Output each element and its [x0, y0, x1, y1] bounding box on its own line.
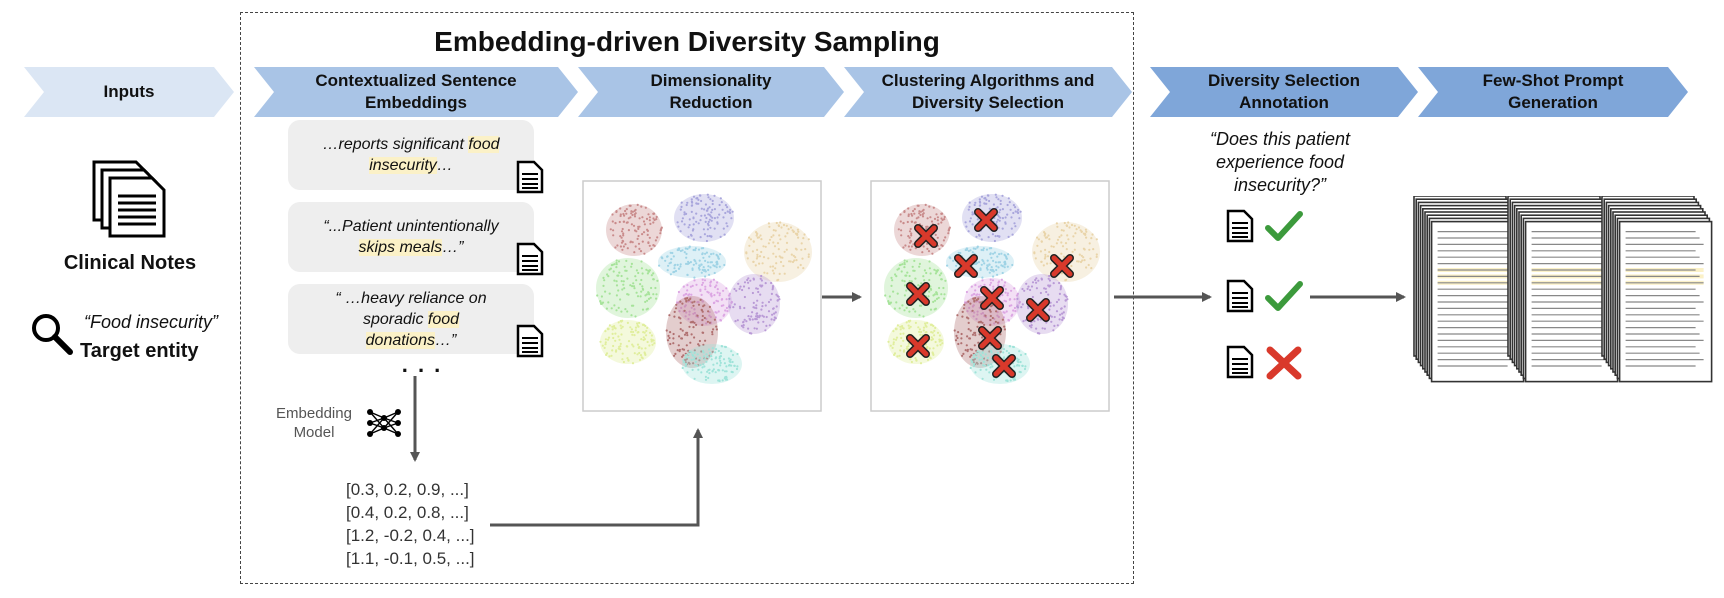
cross-icon: [954, 254, 978, 278]
cluster-3: [1032, 221, 1100, 282]
embedding-model-label: Embedding Model: [276, 405, 352, 441]
cross-icon: [992, 354, 1016, 378]
document-stack-1: [1413, 196, 1525, 383]
cross-icon: [914, 224, 938, 248]
cross-icon: [1026, 298, 1050, 322]
annotation-question: “Does this patient experience food insec…: [1209, 129, 1351, 195]
chevron-inputs: [24, 67, 234, 117]
cross-icon: [906, 334, 930, 358]
clinical-notes-label: Clinical Notes: [63, 252, 197, 274]
vector-3: [1.2, -0.2, 0.4, ...]: [346, 526, 475, 545]
cross-icon: [1266, 346, 1302, 380]
chevron-clustering: [844, 67, 1132, 117]
stage-clustering-label: Clustering Algorithms and Diversity Sele…: [881, 71, 1095, 112]
document-icon: [516, 242, 544, 276]
vector-2: [0.4, 0.2, 0.8, ...]: [346, 503, 469, 522]
check-icon: [1265, 211, 1303, 241]
snippet-highlight: skips meals: [358, 239, 443, 256]
check-icon: [1265, 281, 1303, 311]
stage-annotation-label: Diversity Selection Annotation: [1207, 71, 1361, 112]
vector-1: [0.3, 0.2, 0.9, ...]: [346, 480, 469, 499]
vector-4: [1.1, -0.1, 0.5, ...]: [346, 549, 475, 568]
chevron-annotation: [1150, 67, 1418, 117]
search-icon: [32, 314, 73, 355]
cluster-6: [676, 278, 733, 326]
cross-icon: [978, 326, 1002, 350]
cluster-4: [658, 245, 726, 279]
cluster-2: [674, 193, 734, 243]
snippet-card-3: “ …heavy reliance on sporadic food donat…: [288, 284, 534, 354]
stage-inputs-label: Inputs: [103, 82, 155, 101]
document-stack-2: [1507, 196, 1619, 383]
stage-embeddings-label: Contextualized Sentence Embeddings: [315, 71, 517, 112]
document-icon: [1226, 209, 1254, 243]
document-stack-3: [1601, 196, 1713, 383]
cluster-5: [596, 258, 660, 318]
cross-icon: [974, 208, 998, 232]
document-icon: [516, 324, 544, 358]
documents-icon: [92, 160, 166, 238]
cross-icon: [980, 286, 1004, 310]
chevron-dimred: [578, 67, 844, 117]
cross-icon: [906, 282, 930, 306]
target-entity-label: Target entity: [80, 340, 199, 362]
cluster-3: [744, 221, 812, 282]
few-shot-document-stacks: [1413, 196, 1713, 383]
more-ellipsis: . . .: [401, 352, 443, 377]
diagram-title: Embedding-driven Diversity Sampling: [434, 26, 940, 57]
neural-network-icon: [367, 409, 401, 437]
cluster-1: [606, 203, 663, 256]
cluster-7: [728, 274, 781, 335]
cluster-10: [681, 344, 742, 384]
selected-markers: [906, 208, 1074, 378]
cross-icon: [1050, 254, 1074, 278]
cluster-scatter-plot: [870, 180, 1110, 412]
target-query: “Food insecurity”: [84, 312, 219, 332]
document-icon: [516, 160, 544, 194]
snippet-card-2: “...Patient unintentionally skips meals……: [288, 202, 534, 272]
stage-dimred-label: Dimensionality Reduction: [650, 71, 772, 112]
arrow-vectors-to-dimred: [490, 428, 703, 527]
document-icon: [1226, 279, 1254, 313]
snippet-card-1: …reports significant food insecurity…: [288, 120, 534, 190]
stage-fewshot-label: Few-Shot Prompt Generation: [1482, 71, 1624, 112]
document-icon: [1226, 345, 1254, 379]
cluster-points: [596, 193, 812, 384]
cluster-8: [599, 319, 656, 365]
cluster-9: [665, 296, 718, 368]
chevron-fewshot: [1418, 67, 1688, 117]
dimred-scatter-plot: [582, 180, 822, 412]
chevron-embeddings: [254, 67, 578, 117]
